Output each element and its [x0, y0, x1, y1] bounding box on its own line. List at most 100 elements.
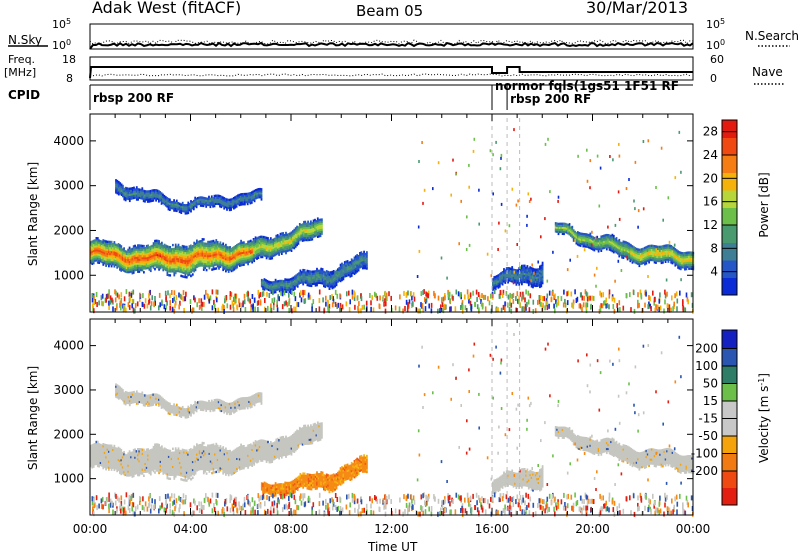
data-cell	[354, 267, 357, 270]
data-cell	[249, 192, 252, 195]
data-cell	[288, 288, 291, 291]
data-cell	[198, 254, 201, 257]
data-cell	[241, 251, 244, 254]
data-cell	[248, 254, 251, 257]
data-cell	[145, 263, 148, 266]
data-cell	[103, 243, 106, 247]
data-cell	[247, 262, 249, 266]
scatter-cell	[264, 306, 266, 312]
data-cell	[338, 271, 341, 274]
data-cell	[608, 246, 611, 249]
data-cell	[270, 285, 273, 288]
data-cell	[639, 254, 642, 257]
data-cell	[493, 278, 496, 281]
data-cell	[170, 264, 173, 267]
data-cell	[496, 285, 498, 288]
data-cell	[582, 236, 585, 240]
data-cell	[185, 264, 188, 267]
data-cell	[185, 251, 188, 255]
data-cell	[666, 256, 668, 259]
data-cell	[263, 280, 266, 283]
data-cell	[95, 243, 98, 246]
data-cell	[617, 246, 619, 249]
data-cell	[124, 186, 127, 190]
data-cell	[240, 256, 242, 259]
data-cell	[688, 261, 690, 264]
data-cell	[222, 262, 225, 266]
data-cell	[166, 273, 169, 276]
data-cell	[341, 264, 343, 267]
data-cell	[260, 239, 262, 243]
data-cell	[596, 243, 599, 247]
data-cell	[138, 270, 141, 273]
data-cell	[183, 245, 185, 248]
scatter-cell	[666, 291, 668, 297]
data-cell	[121, 260, 124, 263]
data-cell	[226, 252, 229, 255]
scatter-cell	[460, 305, 462, 310]
data-cell	[172, 252, 174, 255]
scatter-cell	[351, 289, 354, 295]
data-cell	[652, 244, 655, 248]
data-cell	[235, 197, 238, 200]
data-cell	[248, 256, 251, 259]
data-cell	[185, 266, 188, 269]
data-cell	[236, 264, 238, 267]
data-cell	[274, 286, 277, 290]
data-cell	[199, 196, 202, 199]
data-cell	[682, 254, 685, 257]
data-cell	[299, 271, 302, 274]
data-cell	[320, 275, 323, 279]
data-cell	[330, 273, 332, 276]
scatter-cell	[540, 302, 543, 307]
data-cell	[145, 250, 148, 254]
data-cell	[307, 272, 310, 275]
data-cell	[106, 248, 109, 251]
data-cell	[532, 277, 534, 281]
data-cell	[177, 247, 180, 251]
data-cell	[165, 266, 167, 270]
data-cell	[216, 251, 219, 254]
data-cell	[295, 276, 298, 279]
data-cell	[186, 210, 188, 213]
data-cell	[155, 197, 157, 200]
scatter-cell	[583, 248, 586, 252]
data-cell	[518, 281, 521, 284]
data-cell	[656, 255, 659, 259]
data-cell	[349, 269, 352, 272]
data-cell	[220, 199, 223, 202]
data-cell	[205, 264, 208, 268]
data-cell	[227, 248, 230, 251]
data-cell	[666, 258, 668, 261]
data-cell	[657, 251, 660, 255]
data-cell	[360, 261, 363, 264]
data-cell	[536, 272, 538, 275]
data-cell	[158, 246, 160, 249]
scatter-cell	[325, 301, 327, 307]
data-cell	[633, 248, 635, 251]
data-cell	[223, 245, 226, 248]
data-cell	[212, 245, 215, 249]
data-cell	[185, 272, 188, 275]
data-cell	[156, 197, 159, 200]
data-cell	[113, 251, 116, 254]
data-cell	[225, 243, 227, 247]
data-cell	[180, 258, 183, 261]
data-cell	[226, 200, 228, 203]
data-cell	[90, 259, 92, 262]
data-cell	[116, 256, 119, 259]
data-cell	[316, 219, 319, 222]
data-cell	[290, 239, 293, 242]
data-cell	[138, 266, 141, 269]
scatter-cell	[154, 300, 156, 306]
data-cell	[688, 251, 690, 254]
data-cell	[289, 286, 292, 289]
data-cell	[188, 267, 191, 270]
data-cell	[91, 244, 94, 247]
data-cell	[586, 241, 589, 244]
data-cell	[145, 267, 148, 270]
data-cell	[233, 254, 236, 257]
data-cell	[341, 270, 343, 274]
data-cell	[227, 256, 230, 259]
data-cell	[193, 255, 196, 259]
